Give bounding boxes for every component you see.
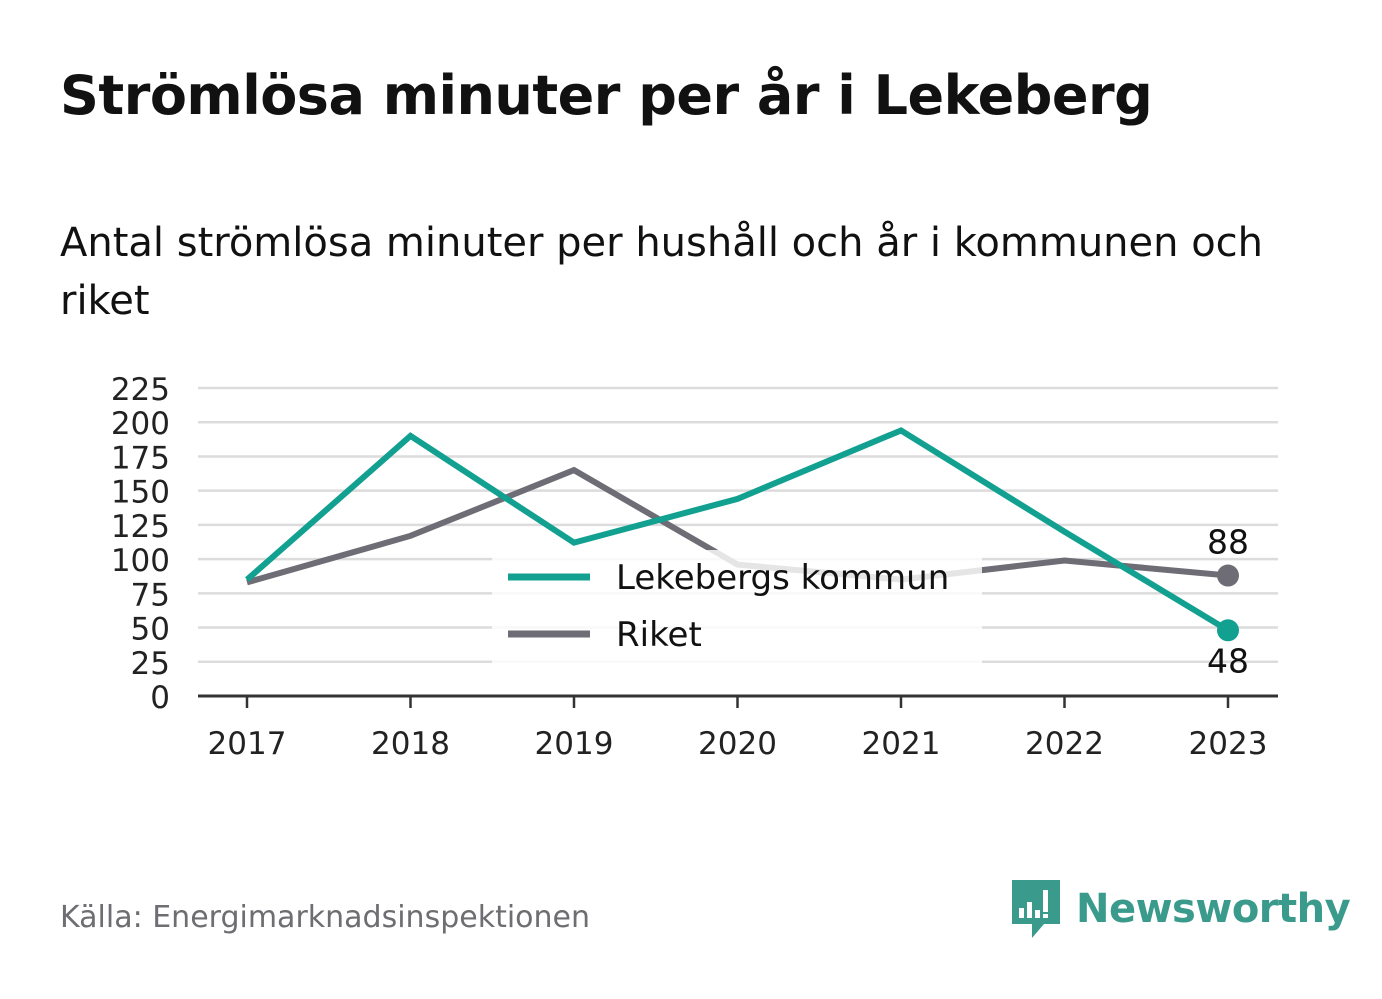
- y-tick-label-125: 125: [111, 509, 170, 545]
- legend: Lekebergs kommun Riket: [492, 550, 982, 665]
- x-tick-label-2020: 2020: [698, 726, 777, 762]
- y-tick-label-225: 225: [111, 372, 170, 408]
- source-note: Källa: Energimarknadsinspektionen: [60, 900, 591, 935]
- legend-label-0: Lekebergs kommun: [616, 558, 949, 598]
- end-marker-1: [1217, 564, 1239, 587]
- end-label-0: 48: [1207, 641, 1249, 680]
- x-tick-label-2017: 2017: [208, 726, 287, 762]
- y-tick-label-50: 50: [131, 612, 170, 648]
- x-tick-label-2018: 2018: [371, 726, 450, 762]
- legend-label-1: Riket: [616, 615, 702, 655]
- x-tick-label-2021: 2021: [862, 726, 941, 762]
- legend-box: [492, 550, 982, 665]
- x-tick-label-2023: 2023: [1189, 726, 1268, 762]
- y-tick-label-200: 200: [111, 406, 170, 442]
- y-tick-label-75: 75: [131, 577, 170, 613]
- series-line-0: [245, 427, 1230, 633]
- end-marker-0: [1217, 619, 1239, 642]
- y-tick-label-100: 100: [111, 543, 170, 579]
- x-axis: 2017 2018 2019 2020 2021 2022 2023: [198, 694, 1278, 762]
- y-tick-label-150: 150: [111, 475, 170, 511]
- x-tick-label-2019: 2019: [535, 726, 614, 762]
- x-tick-label-2022: 2022: [1025, 726, 1104, 762]
- y-tick-label-25: 25: [131, 646, 170, 682]
- y-tick-label-175: 175: [111, 440, 170, 476]
- brand-name: Newsworthy: [1076, 886, 1351, 932]
- end-labels: 48 88: [1207, 523, 1249, 681]
- y-tick-label-0: 0: [150, 680, 170, 716]
- chart-title: Strömlösa minuter per år i Lekeberg: [60, 64, 1153, 127]
- chart-subtitle: Antal strömlösa minuter per hushåll och …: [60, 220, 1264, 324]
- bar-chart-speech-bubble-icon: [1012, 880, 1060, 938]
- end-label-1: 88: [1207, 523, 1249, 562]
- brand-logo: Newsworthy: [1010, 878, 1351, 940]
